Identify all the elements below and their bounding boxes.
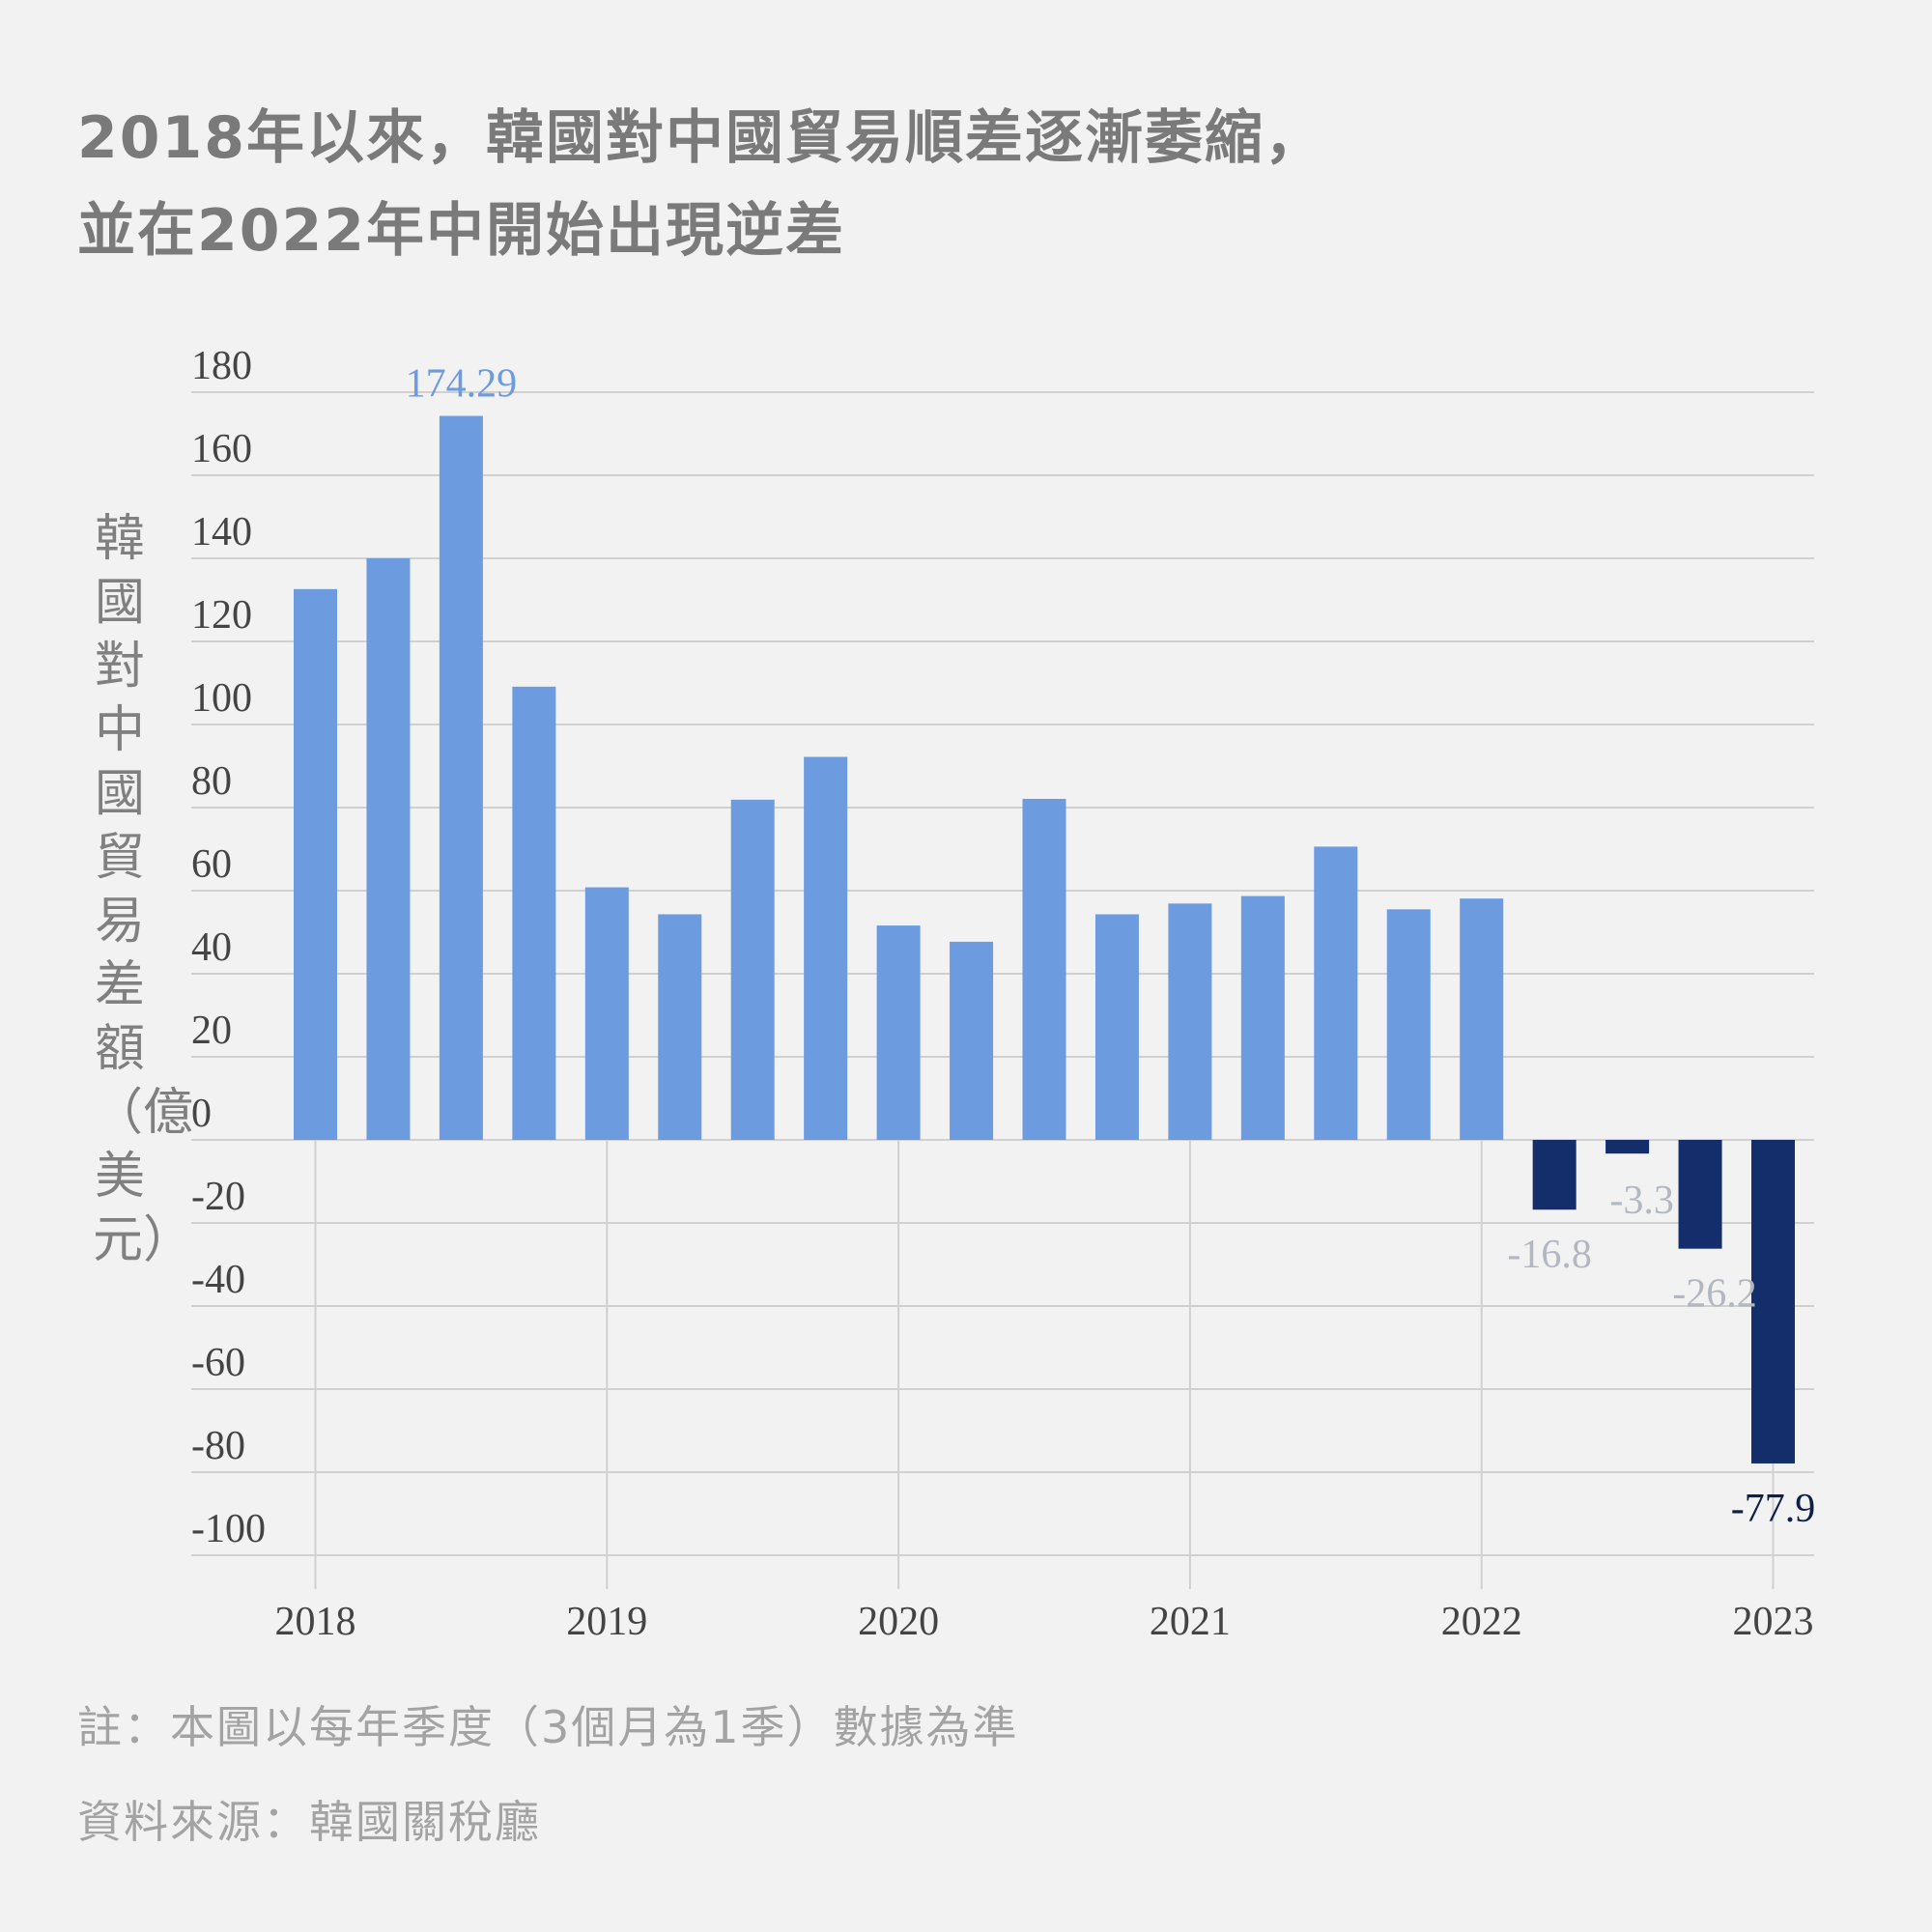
bar (1605, 1140, 1650, 1154)
bar (1532, 1140, 1577, 1210)
y-axis-title: 韓國對中國貿易差額（億美元） (93, 510, 194, 1269)
data-label: 174.29 (406, 362, 518, 407)
bar (1022, 798, 1066, 1140)
x-tick-label: 2022 (1441, 1600, 1522, 1644)
bar (1460, 898, 1504, 1140)
data-label: -26.2 (1672, 1272, 1757, 1317)
bar (804, 756, 848, 1140)
bar (294, 588, 337, 1140)
y-tick-label: -40 (191, 1258, 245, 1302)
x-tick-label: 2019 (566, 1600, 647, 1644)
bar (730, 799, 775, 1140)
bar (366, 558, 411, 1140)
bar (950, 941, 994, 1140)
y-tick-label: 180 (191, 344, 252, 388)
bar (1678, 1140, 1722, 1249)
x-tick-label: 2023 (1733, 1600, 1814, 1644)
bar (1314, 846, 1358, 1140)
y-tick-label: -100 (191, 1507, 266, 1551)
y-tick-label: 160 (191, 427, 252, 471)
y-tick-label: 80 (191, 759, 232, 804)
bar (1168, 903, 1212, 1140)
y-tick-label: 120 (191, 593, 252, 638)
bar (1240, 895, 1285, 1140)
data-label: -77.9 (1731, 1487, 1816, 1531)
x-tick-label: 2020 (858, 1600, 939, 1644)
y-tick-label: 0 (191, 1092, 212, 1136)
y-tick-label: 100 (191, 676, 252, 721)
title-line-2: 並在2022年中開始出現逆差 (77, 197, 845, 265)
footnote: 註：本圖以每年季度（3個月為1季）數據為準 (77, 1701, 1019, 1753)
source-note: 資料來源：韓國關稅廳 (77, 1796, 541, 1848)
bar (439, 415, 483, 1141)
bar (512, 686, 556, 1140)
y-tick-label: 40 (191, 925, 232, 970)
y-tick-label: -80 (191, 1424, 245, 1468)
data-label: -16.8 (1507, 1233, 1592, 1277)
bar (876, 925, 921, 1140)
y-tick-label: 20 (191, 1009, 232, 1053)
y-tick-label: 60 (191, 842, 232, 887)
y-tick-label: -20 (191, 1175, 245, 1219)
bar (1751, 1140, 1795, 1463)
chart-title: 2018年以來，韓國對中國貿易順差逐漸萎縮， 並在2022年中開始出現逆差 (77, 92, 1324, 277)
bar (658, 914, 702, 1140)
x-tick-label: 2018 (275, 1600, 356, 1644)
x-tick-label: 2021 (1150, 1600, 1231, 1644)
bar (584, 887, 629, 1140)
bar (1386, 909, 1431, 1140)
title-line-1: 2018年以來，韓國對中國貿易順差逐漸萎縮， (77, 104, 1324, 172)
y-tick-label: 140 (191, 510, 252, 554)
bar (1094, 914, 1139, 1140)
y-tick-label: -60 (191, 1341, 245, 1385)
data-label: -3.3 (1609, 1179, 1674, 1223)
